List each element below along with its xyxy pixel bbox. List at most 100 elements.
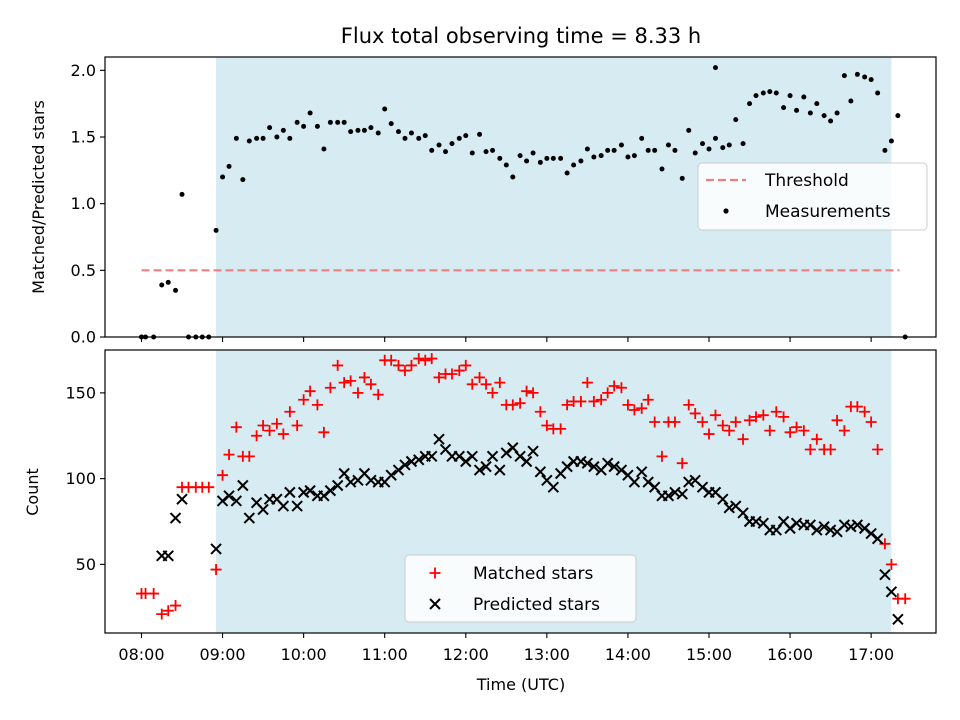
measurement-point xyxy=(733,117,739,123)
predicted-point xyxy=(683,476,695,488)
matched-point xyxy=(757,409,769,421)
measurement-point xyxy=(726,142,732,148)
predicted-point xyxy=(534,466,547,478)
legend-matched-marker xyxy=(429,567,441,579)
matched-point xyxy=(162,605,174,617)
predicted-point xyxy=(723,502,735,514)
matched-point xyxy=(338,377,350,389)
matched-point xyxy=(825,443,837,455)
matched-point xyxy=(358,371,370,383)
matched-point xyxy=(730,416,742,428)
measurement-point xyxy=(584,146,590,152)
matched-point xyxy=(608,380,620,392)
measurement-point xyxy=(720,145,726,151)
matched-point xyxy=(791,421,803,433)
matched-point xyxy=(284,406,296,418)
measurement-point xyxy=(834,110,840,116)
measurement-point xyxy=(882,147,888,153)
predicted-point xyxy=(486,450,499,463)
matched-point xyxy=(487,387,499,399)
measurement-point xyxy=(807,110,813,116)
measurement-point xyxy=(530,150,536,156)
top-y-tick-label: 1.5 xyxy=(71,128,96,147)
matched-point xyxy=(622,399,634,411)
measurement-point xyxy=(801,94,807,100)
matched-point xyxy=(426,353,438,365)
matched-point xyxy=(697,416,709,428)
predicted-point xyxy=(737,507,749,519)
matched-point xyxy=(555,423,567,435)
chart-title: Flux total observing time = 8.33 h xyxy=(341,24,701,48)
measurement-point xyxy=(760,90,766,96)
top-y-tick-label: 1.0 xyxy=(71,194,96,213)
legend-predicted-swatch xyxy=(429,598,441,610)
measurement-point xyxy=(456,135,462,141)
measurement-point xyxy=(267,125,273,131)
measurement-point xyxy=(747,101,753,107)
predicted-point xyxy=(413,454,425,466)
predicted-point xyxy=(331,479,344,492)
measurement-point xyxy=(605,147,611,153)
measurement-point xyxy=(388,121,394,127)
matched-point xyxy=(750,411,762,423)
matched-point xyxy=(257,419,269,431)
predicted-point xyxy=(176,493,188,505)
measurement-point xyxy=(314,123,320,129)
predicted-point xyxy=(473,464,486,476)
matched-point xyxy=(872,443,884,455)
matched-point xyxy=(744,414,756,426)
matched-point xyxy=(804,443,816,455)
measurement-point xyxy=(821,113,827,119)
measurement-point xyxy=(416,135,422,141)
matched-point xyxy=(656,450,668,462)
matched-point xyxy=(615,382,627,394)
matched-point xyxy=(879,538,891,550)
measurement-point xyxy=(639,135,645,141)
bottom-y-tick-label: 150 xyxy=(65,383,96,402)
measurement-point xyxy=(469,150,475,156)
predicted-point xyxy=(811,524,823,536)
measurement-point xyxy=(544,155,550,161)
measurement-point xyxy=(348,129,354,135)
predicted-point xyxy=(628,476,641,488)
matched-point xyxy=(865,416,877,428)
measurement-point xyxy=(652,147,658,153)
measurement-point xyxy=(611,147,617,153)
matched-point xyxy=(352,387,364,399)
measurement-point xyxy=(294,119,300,125)
measurement-point xyxy=(220,174,226,180)
measurement-point xyxy=(179,191,185,197)
matched-point xyxy=(770,406,782,418)
legend-matched-label: Matched stars xyxy=(473,564,593,584)
measurement-point xyxy=(862,74,868,80)
top-y-tick-label: 0.0 xyxy=(71,328,96,347)
x-tick-label: 08:00 xyxy=(118,645,164,664)
measurement-point xyxy=(814,101,820,107)
measurement-point xyxy=(463,133,469,139)
predicted-point xyxy=(169,512,182,524)
matched-point xyxy=(460,359,472,371)
matched-point xyxy=(581,377,593,389)
measurement-point xyxy=(321,146,327,152)
matched-point xyxy=(784,426,796,438)
measurement-point xyxy=(828,118,834,124)
matched-point xyxy=(372,389,384,401)
predicted-point xyxy=(845,520,857,533)
measurement-point xyxy=(213,227,219,233)
measurement-point xyxy=(848,98,854,104)
predicted-point xyxy=(210,543,222,555)
matched-point xyxy=(271,418,283,430)
measurement-point xyxy=(692,150,698,156)
measurement-point xyxy=(443,149,449,155)
measurement-point xyxy=(895,113,901,119)
matched-point xyxy=(764,425,776,437)
predicted-point xyxy=(426,450,438,463)
measurement-point xyxy=(740,141,746,147)
predicted-point xyxy=(575,455,587,468)
top-y-tick-label: 2.0 xyxy=(71,61,96,80)
matched-point xyxy=(217,469,229,481)
matched-point xyxy=(628,404,640,416)
matched-point xyxy=(365,378,377,390)
measurement-point xyxy=(260,135,266,141)
